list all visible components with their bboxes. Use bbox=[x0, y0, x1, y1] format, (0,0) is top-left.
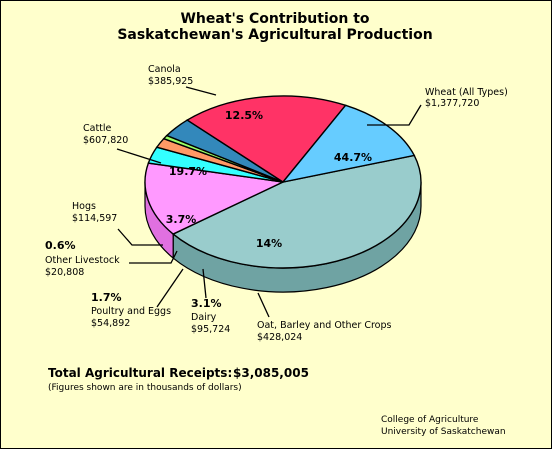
leader-dairy bbox=[202, 268, 207, 299]
pct-canola: 12.5% bbox=[225, 109, 263, 122]
pct-oat: 14% bbox=[256, 237, 282, 250]
label-hogs-name: Hogs bbox=[72, 201, 96, 212]
pct-cattle: 19.7% bbox=[169, 165, 207, 178]
label-cattle-amount: $607,820 bbox=[83, 135, 128, 146]
label-oat-amount: $428,024 bbox=[257, 332, 302, 343]
label-wheat-amount: $1,377,720 bbox=[425, 98, 479, 109]
label-oat-name: Oat, Barley and Other Crops bbox=[257, 320, 391, 331]
slice-oat bbox=[144, 162, 286, 235]
label-livestock-name: Other Livestock bbox=[45, 255, 120, 266]
leader-hogs bbox=[117, 228, 163, 246]
pct-wheat: 44.7% bbox=[334, 151, 372, 164]
label-livestock-percent: 0.6% bbox=[45, 239, 76, 252]
label-wheat-name: Wheat (All Types) bbox=[425, 87, 508, 98]
total-label: Total Agricultural Receipts: bbox=[48, 366, 232, 380]
label-dairy-name: Dairy bbox=[191, 312, 217, 323]
chart-title-line-1: Wheat's Contribution to bbox=[180, 11, 369, 27]
leader-wheat bbox=[367, 104, 422, 126]
leader-oat bbox=[257, 292, 270, 318]
label-poultry-percent: 1.7% bbox=[91, 291, 122, 304]
label-livestock-amount: $20,808 bbox=[45, 267, 84, 278]
slice-wheat bbox=[171, 154, 422, 269]
slice-cattle bbox=[185, 95, 347, 183]
total-value: $3,085,005 bbox=[233, 366, 309, 380]
label-hogs-amount: $114,597 bbox=[72, 213, 117, 224]
label-poultry-name: Poultry and Eggs bbox=[91, 306, 171, 317]
leader-lines bbox=[116, 86, 422, 318]
label-poultry-amount: $54,892 bbox=[91, 318, 130, 329]
leader-livestock bbox=[129, 250, 178, 264]
pct-hogs: 3.7% bbox=[166, 213, 197, 226]
leader-canola bbox=[185, 86, 217, 96]
credit-line-2: University of Saskatchewan bbox=[381, 427, 506, 437]
figures-note: (Figures shown are in thousands of dolla… bbox=[48, 383, 242, 393]
label-dairy-percent: 3.1% bbox=[191, 297, 222, 310]
chart-title-line-2: Saskatchewan's Agricultural Production bbox=[117, 27, 432, 43]
label-cattle-name: Cattle bbox=[83, 123, 112, 134]
label-dairy-amount: $95,724 bbox=[191, 324, 230, 335]
label-canola-amount: $385,925 bbox=[148, 76, 193, 87]
leader-cattle bbox=[116, 148, 162, 164]
label-canola-name: Canola bbox=[148, 64, 181, 75]
pie-slices bbox=[144, 95, 422, 269]
credit-line-1: College of Agriculture bbox=[381, 415, 479, 425]
leader-poultry bbox=[156, 268, 184, 308]
